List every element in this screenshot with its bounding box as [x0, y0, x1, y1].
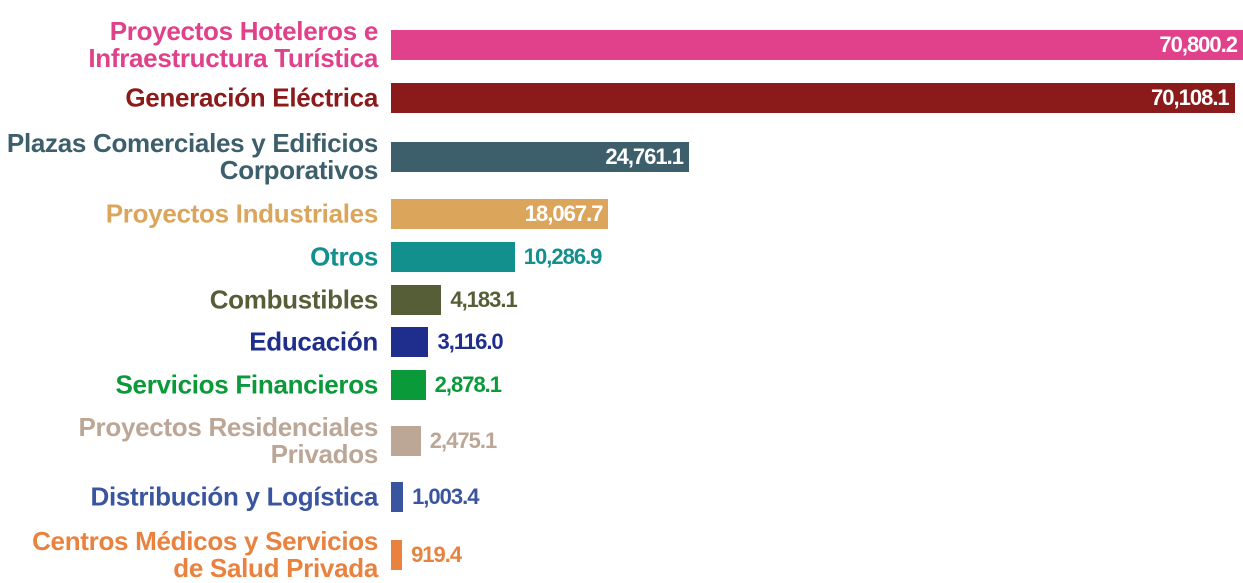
category-label: Plazas Comerciales y Edificios Corporati…: [6, 128, 378, 185]
category-label: Proyectos Residenciales Privados: [78, 412, 379, 469]
bar: [391, 370, 426, 400]
value-label: 70,800.2: [1159, 32, 1238, 57]
bar: [391, 285, 442, 315]
category-label: Educación: [249, 326, 378, 357]
value-label: 3,116.0: [437, 329, 503, 354]
bar: [391, 540, 403, 570]
category-label: Servicios Financieros: [115, 369, 379, 400]
category-label: Proyectos Hoteleros e Infraestructura Tu…: [88, 16, 378, 73]
value-label: 1,003.4: [412, 484, 479, 509]
bar: [391, 327, 429, 357]
bar: [391, 83, 1235, 113]
value-label: 4,183.1: [450, 287, 517, 312]
value-label: 70,108.1: [1151, 85, 1230, 110]
value-label: 2,878.1: [434, 372, 502, 397]
value-label: 2,475.1: [429, 428, 497, 453]
bar: [391, 242, 515, 272]
bar: [391, 30, 1243, 60]
bar: [391, 426, 421, 456]
value-label: 10,286.9: [523, 244, 603, 269]
category-label: Distribución y Logística: [90, 481, 378, 512]
category-label: Combustibles: [209, 284, 379, 315]
category-label: Otros: [310, 241, 378, 272]
bar: [391, 199, 609, 229]
category-label: Generación Eléctrica: [125, 82, 378, 113]
category-label: Centros Médicos y Servicios de Salud Pri…: [32, 526, 378, 583]
bar: [391, 142, 689, 172]
bar: [391, 482, 404, 512]
value-label: 18,067.7: [524, 201, 604, 226]
category-label: Proyectos Industriales: [105, 198, 379, 229]
value-label: 24,761.1: [605, 144, 684, 169]
value-label: 919.4: [411, 542, 462, 567]
